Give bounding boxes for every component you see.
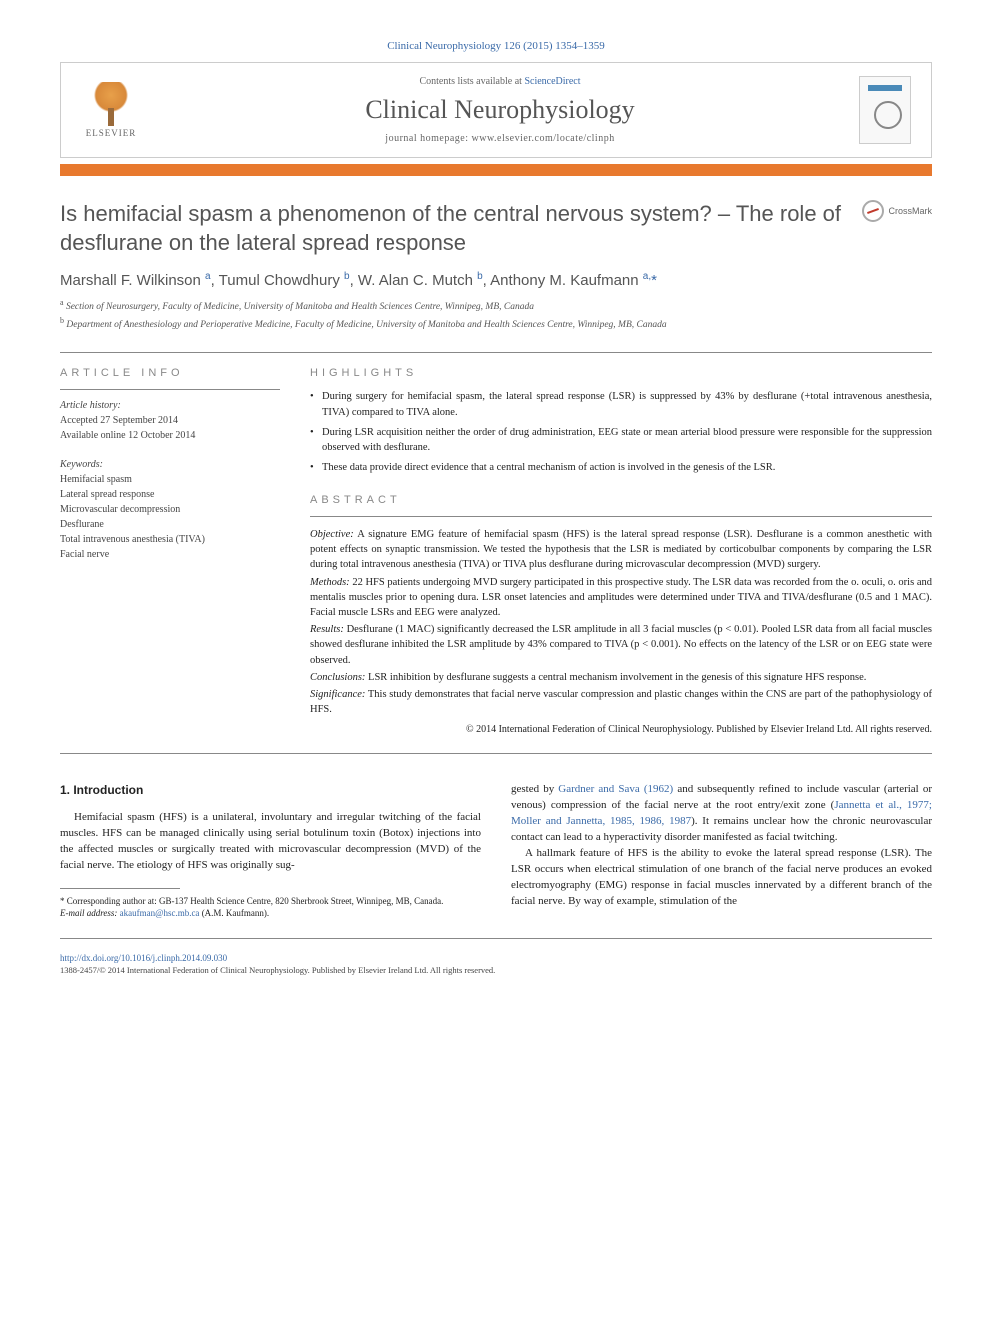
abstract-body: Objective: A signature EMG feature of he… <box>310 516 932 738</box>
journal-name: Clinical Neurophysiology <box>141 95 859 125</box>
body-right-column: gested by Gardner and Sava (1962) and su… <box>511 782 932 919</box>
footnote-separator <box>60 888 180 889</box>
journal-cover-icon[interactable] <box>859 76 911 144</box>
significance-label: Significance: <box>310 689 365 700</box>
conclusions-label: Conclusions: <box>310 672 365 683</box>
highlight-item: During LSR acquisition neither the order… <box>310 425 932 457</box>
elsevier-tree-icon <box>89 82 133 126</box>
conclusions-text: LSR inhibition by desflurane suggests a … <box>365 672 866 683</box>
objective-label: Objective: <box>310 529 354 540</box>
doi-link[interactable]: http://dx.doi.org/10.1016/j.clinph.2014.… <box>60 953 932 963</box>
crossmark-icon <box>862 200 884 222</box>
methods-text: 22 HFS patients undergoing MVD surgery p… <box>310 577 932 618</box>
keyword-item: Hemifacial spasm <box>60 472 280 487</box>
homepage-prefix: journal homepage: <box>385 133 471 144</box>
corr-address: GB-137 Health Science Centre, 820 Sherbr… <box>159 896 443 906</box>
reference-link[interactable]: Gardner and Sava (1962) <box>558 783 673 795</box>
corr-email[interactable]: akaufman@hsc.mb.ca <box>120 908 200 918</box>
intro-para-right-1: gested by Gardner and Sava (1962) and su… <box>511 782 932 846</box>
highlight-item: These data provide direct evidence that … <box>310 460 932 476</box>
keyword-item: Desflurane <box>60 517 280 532</box>
significance-text: This study demonstrates that facial nerv… <box>310 689 932 715</box>
introduction-heading: 1. Introduction <box>60 782 481 799</box>
keywords-label: Keywords: <box>60 457 280 472</box>
publisher-name: ELSEVIER <box>86 128 137 138</box>
highlights-list: During surgery for hemifacial spasm, the… <box>310 389 932 476</box>
affiliation-line: b Department of Anesthesiology and Perio… <box>60 315 932 332</box>
objective-text: A signature EMG feature of hemifacial sp… <box>310 529 932 570</box>
contents-prefix: Contents lists available at <box>419 76 524 87</box>
keyword-item: Facial nerve <box>60 547 280 562</box>
article-history: Article history: Accepted 27 September 2… <box>60 389 280 443</box>
highlight-item: During surgery for hemifacial spasm, the… <box>310 389 932 421</box>
keyword-item: Lateral spread response <box>60 487 280 502</box>
homepage-line: journal homepage: www.elsevier.com/locat… <box>141 133 859 144</box>
contents-available: Contents lists available at ScienceDirec… <box>141 76 859 87</box>
intro-para-right-2: A hallmark feature of HFS is the ability… <box>511 846 932 910</box>
issn-copyright: 1388-2457/© 2014 International Federatio… <box>60 965 932 975</box>
corresponding-footnote: * Corresponding author at: GB-137 Health… <box>60 895 481 908</box>
divider <box>60 938 932 939</box>
para-text: gested by <box>511 783 558 795</box>
keywords-block: Keywords: Hemifacial spasmLateral spread… <box>60 457 280 562</box>
homepage-url[interactable]: www.elsevier.com/locate/clinph <box>472 133 615 144</box>
divider <box>60 352 932 353</box>
highlights-heading: HIGHLIGHTS <box>310 367 932 379</box>
affiliations: a Section of Neurosurgery, Faculty of Me… <box>60 297 932 332</box>
crossmark-label: CrossMark <box>888 206 932 216</box>
author-list: Marshall F. Wilkinson a, Tumul Chowdhury… <box>60 271 932 289</box>
email-person: (A.M. Kaufmann). <box>199 908 269 918</box>
email-footnote: E-mail address: akaufman@hsc.mb.ca (A.M.… <box>60 907 481 920</box>
email-label: E-mail address: <box>60 908 120 918</box>
accepted-date: Accepted 27 September 2014 <box>60 413 280 428</box>
crossmark-badge[interactable]: CrossMark <box>862 200 932 222</box>
elsevier-logo[interactable]: ELSEVIER <box>81 75 141 145</box>
corr-label: * Corresponding author at: <box>60 896 159 906</box>
divider <box>60 753 932 754</box>
results-label: Results: <box>310 624 344 635</box>
abstract-copyright: © 2014 International Federation of Clini… <box>310 723 932 737</box>
accent-bar <box>60 164 932 176</box>
methods-label: Methods: <box>310 577 350 588</box>
keyword-item: Total intravenous anesthesia (TIVA) <box>60 532 280 547</box>
abstract-heading: ABSTRACT <box>310 494 932 506</box>
online-date: Available online 12 October 2014 <box>60 428 280 443</box>
journal-header: ELSEVIER Contents lists available at Sci… <box>60 62 932 158</box>
results-text: Desflurane (1 MAC) significantly decreas… <box>310 624 932 665</box>
citation-line[interactable]: Clinical Neurophysiology 126 (2015) 1354… <box>60 40 932 52</box>
article-info-heading: ARTICLE INFO <box>60 367 280 379</box>
intro-para-left: Hemifacial spasm (HFS) is a unilateral, … <box>60 810 481 874</box>
history-label: Article history: <box>60 398 280 413</box>
sciencedirect-link[interactable]: ScienceDirect <box>524 76 580 87</box>
article-title: Is hemifacial spasm a phenomenon of the … <box>60 200 842 257</box>
keyword-item: Microvascular decompression <box>60 502 280 517</box>
affiliation-line: a Section of Neurosurgery, Faculty of Me… <box>60 297 932 314</box>
body-left-column: 1. Introduction Hemifacial spasm (HFS) i… <box>60 782 481 919</box>
